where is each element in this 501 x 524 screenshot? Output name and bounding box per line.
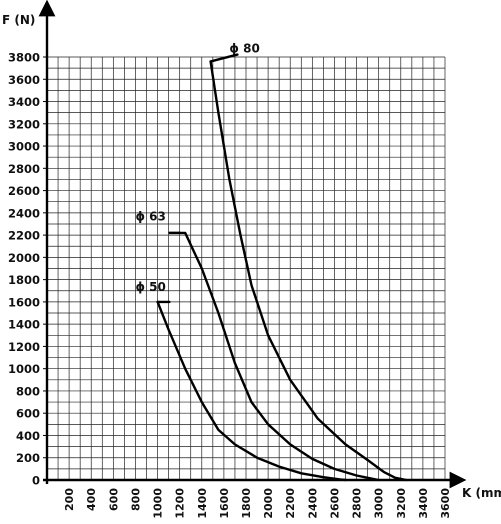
x-tick-label: 2200 bbox=[284, 488, 297, 519]
series-leader-1 bbox=[209, 53, 239, 63]
y-tick-label: 3200 bbox=[8, 117, 40, 131]
x-tick-label: 3000 bbox=[373, 488, 386, 519]
x-axis-title: K (mm) bbox=[462, 486, 501, 500]
x-tick-label: 2800 bbox=[351, 488, 364, 519]
y-tick-label: 0 bbox=[32, 474, 40, 488]
y-tick-label: 2200 bbox=[8, 229, 40, 243]
x-tick-label: 200 bbox=[63, 488, 76, 511]
x-tick-label: 1600 bbox=[218, 488, 231, 519]
y-tick-label: 3400 bbox=[8, 95, 40, 109]
series-label-2: ϕ 63 bbox=[135, 210, 165, 224]
series-line-1 bbox=[209, 60, 408, 482]
series-line-3 bbox=[156, 300, 347, 482]
x-tick-label: 800 bbox=[129, 488, 142, 511]
x-tick-label: 1200 bbox=[174, 488, 187, 519]
y-tick-label: 2000 bbox=[8, 251, 40, 265]
y-tick-label: 1200 bbox=[8, 340, 40, 354]
x-tick-label: 1400 bbox=[196, 488, 209, 519]
label-layer: ϕ 80 ϕ 63 ϕ 50 bbox=[135, 42, 260, 304]
x-tick-label: 3600 bbox=[439, 488, 452, 519]
y-tick-label: 3800 bbox=[8, 51, 40, 65]
y-tick-label: 1600 bbox=[8, 295, 40, 309]
y-axis-title: F (N) bbox=[2, 13, 35, 27]
y-tick-label: 400 bbox=[16, 429, 40, 443]
y-tick-label: 1400 bbox=[8, 318, 40, 332]
x-tick-label: 3400 bbox=[417, 488, 430, 519]
x-tick-label: 1000 bbox=[152, 488, 165, 519]
y-tick-label: 1000 bbox=[8, 362, 40, 376]
series-label-3: ϕ 50 bbox=[135, 280, 165, 294]
axis-layer bbox=[38, 0, 467, 489]
series-line-2 bbox=[178, 231, 380, 482]
series-label-1: ϕ 80 bbox=[229, 42, 259, 56]
y-tick-label: 600 bbox=[16, 407, 40, 421]
y-tick-label: 2400 bbox=[8, 206, 40, 220]
x-tick-label: 1800 bbox=[240, 488, 253, 519]
x-tick-label: 2400 bbox=[306, 488, 319, 519]
grid-layer bbox=[47, 56, 446, 480]
y-tick-label: 200 bbox=[16, 451, 40, 465]
y-tick-label: 3000 bbox=[8, 140, 40, 154]
y-tick-label: 800 bbox=[16, 384, 40, 398]
x-tick-label: 400 bbox=[85, 488, 98, 511]
y-tick-label: 2600 bbox=[8, 184, 40, 198]
y-tick-label: 1800 bbox=[8, 273, 40, 287]
y-tick-label: 2800 bbox=[8, 162, 40, 176]
x-tick-label: 2600 bbox=[328, 488, 341, 519]
curve-layer bbox=[156, 60, 408, 482]
x-tick-label: 2000 bbox=[262, 488, 275, 519]
y-tick-label: 3600 bbox=[8, 73, 40, 87]
tick-layer: 0 200 400 600 800 1000 1200 1400 1600 1800 2000 220… bbox=[2, 13, 501, 519]
x-tick-label: 3200 bbox=[395, 488, 408, 519]
x-tick-label: 600 bbox=[107, 488, 120, 511]
